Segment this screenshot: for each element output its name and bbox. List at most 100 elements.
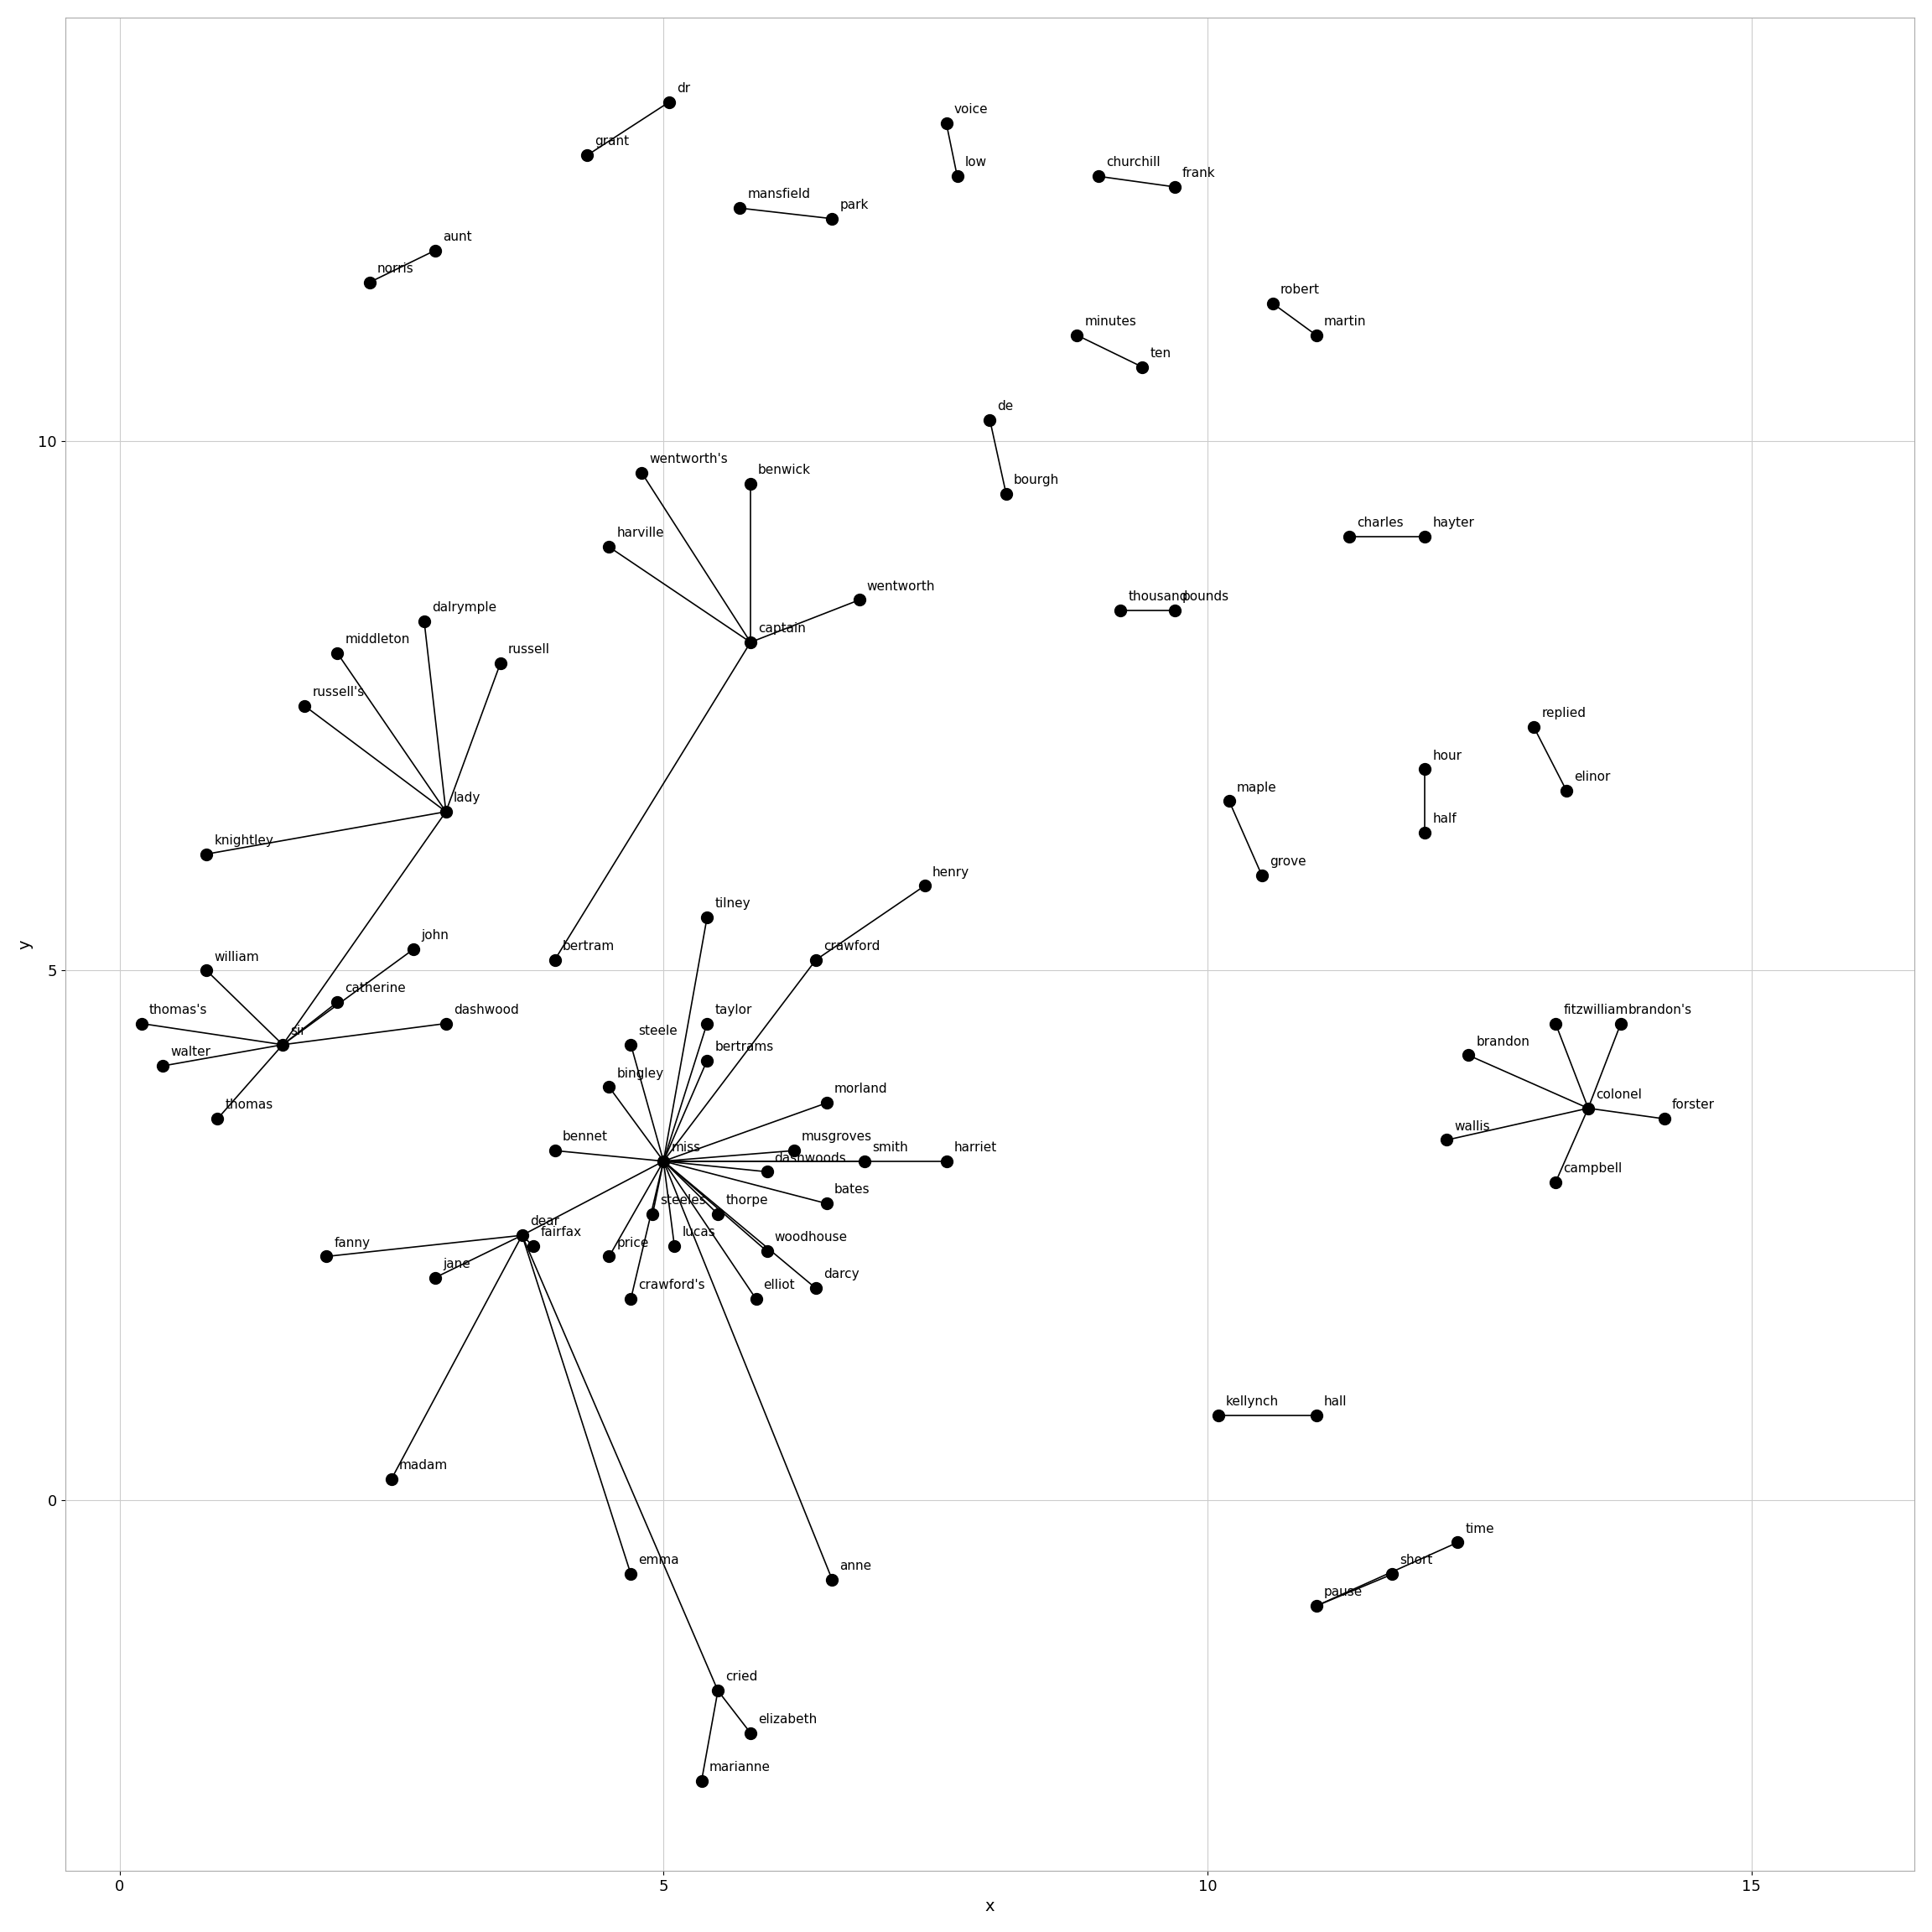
Point (1333, 522, 1364, 553)
Point (740, 1283, 771, 1314)
Text: captain: captain (757, 622, 806, 636)
Point (1441, 1526, 1472, 1557)
Text: elinor: elinor (1575, 771, 1611, 782)
Text: dr: dr (676, 83, 690, 95)
Text: price: price (616, 1236, 649, 1250)
Point (1648, 1103, 1679, 1134)
Point (126, 1009, 156, 1039)
Text: bingley: bingley (616, 1066, 665, 1080)
Text: maple: maple (1236, 781, 1277, 794)
Point (1410, 753, 1441, 784)
Point (431, 1009, 462, 1039)
Point (1605, 1009, 1636, 1039)
Text: hayter: hayter (1434, 516, 1474, 529)
Point (910, 871, 941, 902)
Point (1410, 522, 1441, 553)
Point (734, 626, 765, 657)
Point (638, 1198, 668, 1229)
Text: brandon: brandon (1476, 1036, 1530, 1047)
Text: fanny: fanny (334, 1236, 369, 1250)
Text: emma: emma (638, 1553, 680, 1567)
Point (686, 1766, 717, 1797)
Text: crawford's: crawford's (638, 1279, 705, 1291)
Text: thorpe: thorpe (726, 1194, 767, 1208)
Text: kellynch: kellynch (1227, 1395, 1279, 1408)
Text: park: park (840, 199, 869, 211)
Text: taylor: taylor (715, 1003, 752, 1016)
X-axis label: x: x (985, 1899, 995, 1915)
Text: musgroves: musgroves (802, 1130, 871, 1144)
Text: lucas: lucas (682, 1227, 715, 1238)
Text: jane: jane (442, 1258, 469, 1269)
Text: hall: hall (1323, 1395, 1347, 1408)
Point (703, 1675, 734, 1706)
Text: brandon's: brandon's (1629, 1003, 1692, 1016)
Text: replied: replied (1542, 707, 1586, 719)
Text: walter: walter (170, 1045, 211, 1059)
Point (626, 458, 657, 489)
Point (692, 1045, 723, 1076)
Point (290, 690, 321, 721)
Text: tilney: tilney (715, 898, 750, 910)
Point (931, 108, 962, 139)
Text: dear: dear (529, 1215, 558, 1229)
Point (398, 933, 429, 964)
Point (752, 1157, 782, 1188)
Point (703, 1198, 734, 1229)
Text: short: short (1401, 1553, 1434, 1567)
Text: campbell: campbell (1563, 1163, 1623, 1175)
Point (191, 838, 222, 869)
Text: bertrams: bertrams (715, 1041, 773, 1053)
Text: churchill: churchill (1107, 156, 1161, 168)
Text: elliot: elliot (763, 1279, 796, 1291)
Text: dalrymple: dalrymple (431, 601, 497, 614)
Text: elizabeth: elizabeth (757, 1714, 817, 1725)
Point (817, 203, 848, 234)
Point (1204, 1401, 1235, 1432)
Text: fairfax: fairfax (541, 1227, 582, 1238)
Point (593, 531, 624, 562)
Point (1453, 1039, 1484, 1070)
Text: dashwood: dashwood (454, 1003, 520, 1016)
Point (734, 468, 765, 498)
Point (377, 1463, 408, 1493)
Point (1213, 786, 1244, 817)
Point (692, 1009, 723, 1039)
Point (1105, 595, 1136, 626)
Point (1300, 319, 1331, 350)
Text: charles: charles (1356, 516, 1403, 529)
Point (1159, 595, 1190, 626)
Text: madam: madam (400, 1459, 448, 1472)
Text: forster: forster (1671, 1099, 1716, 1111)
Point (616, 1030, 647, 1061)
Point (147, 1051, 178, 1082)
Y-axis label: y: y (17, 939, 33, 949)
Text: william: william (214, 951, 259, 964)
Text: russell: russell (508, 643, 551, 657)
Point (647, 1146, 678, 1177)
Text: smith: smith (873, 1142, 908, 1153)
Text: russell's: russell's (313, 686, 365, 697)
Point (724, 193, 755, 224)
Text: harriet: harriet (954, 1142, 997, 1153)
Text: minutes: minutes (1084, 315, 1136, 328)
Point (1246, 860, 1277, 891)
Text: robert: robert (1281, 284, 1320, 296)
Point (506, 1219, 537, 1250)
Point (203, 1103, 234, 1134)
Point (1126, 352, 1157, 383)
Text: mansfield: mansfield (748, 187, 810, 201)
Point (1159, 172, 1190, 203)
Text: bates: bates (835, 1184, 869, 1196)
Text: anne: anne (840, 1559, 871, 1573)
Point (844, 585, 875, 616)
Text: frank: frank (1182, 166, 1215, 180)
Text: bourgh: bourgh (1014, 473, 1059, 487)
Text: john: john (421, 929, 448, 943)
Text: grove: grove (1269, 856, 1306, 867)
Text: aunt: aunt (442, 230, 471, 243)
Text: low: low (964, 156, 987, 168)
Point (1519, 711, 1549, 742)
Point (1432, 1124, 1463, 1155)
Point (485, 647, 516, 678)
